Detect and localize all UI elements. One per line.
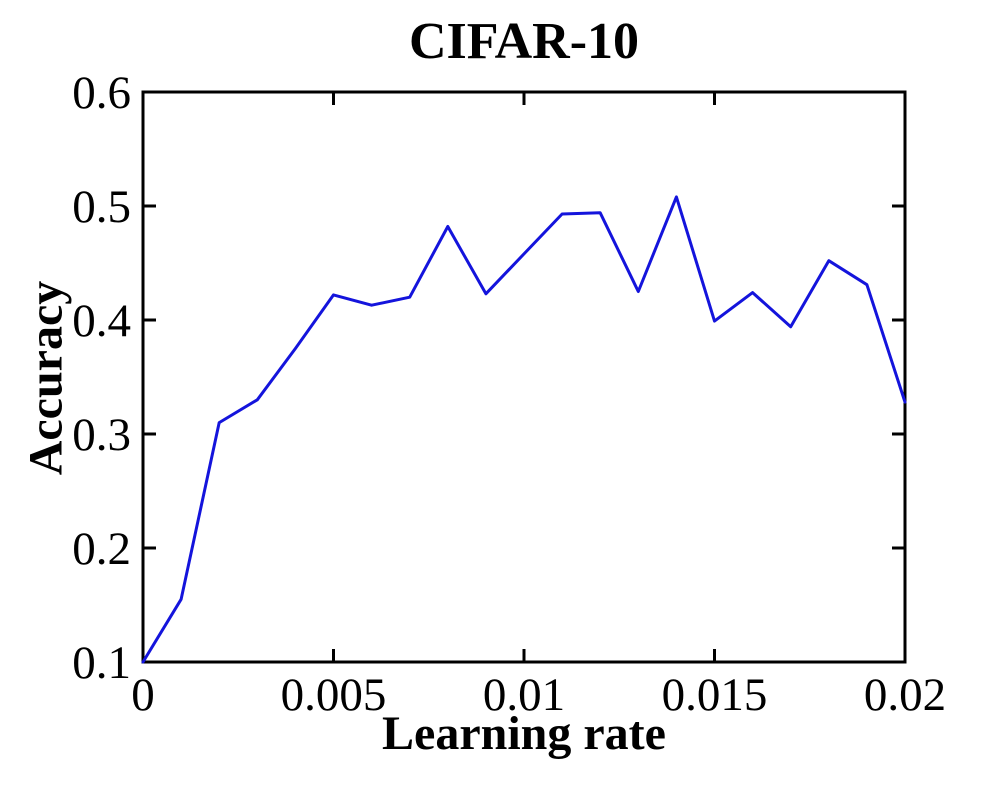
y-tick-label: 0.5	[72, 181, 131, 233]
y-tick-label: 0.6	[72, 67, 131, 119]
x-tick-label: 0.015	[662, 669, 768, 721]
y-axis-label: Accuracy	[19, 280, 73, 476]
y-tick-label: 0.2	[72, 523, 131, 575]
y-tick-label: 0.3	[72, 409, 131, 461]
y-axis-tick-labels: 0.1 0.2 0.3 0.4 0.5 0.6	[72, 67, 131, 689]
chart-title: CIFAR-10	[408, 13, 640, 70]
plot-border	[141, 90, 907, 664]
x-tick-label: 0.01	[483, 669, 565, 721]
accuracy-line-series	[141, 195, 907, 664]
axis-tick-marks	[141, 90, 907, 664]
x-axis-tick-labels: 0 0.005 0.01 0.015 0.02	[131, 669, 946, 721]
y-tick-label: 0.1	[72, 637, 131, 689]
x-tick-label: 0	[131, 669, 155, 721]
y-tick-label: 0.4	[72, 295, 131, 347]
x-tick-label: 0.005	[281, 669, 387, 721]
x-axis-label: Learning rate	[382, 707, 666, 760]
x-tick-label: 0.02	[864, 669, 946, 721]
